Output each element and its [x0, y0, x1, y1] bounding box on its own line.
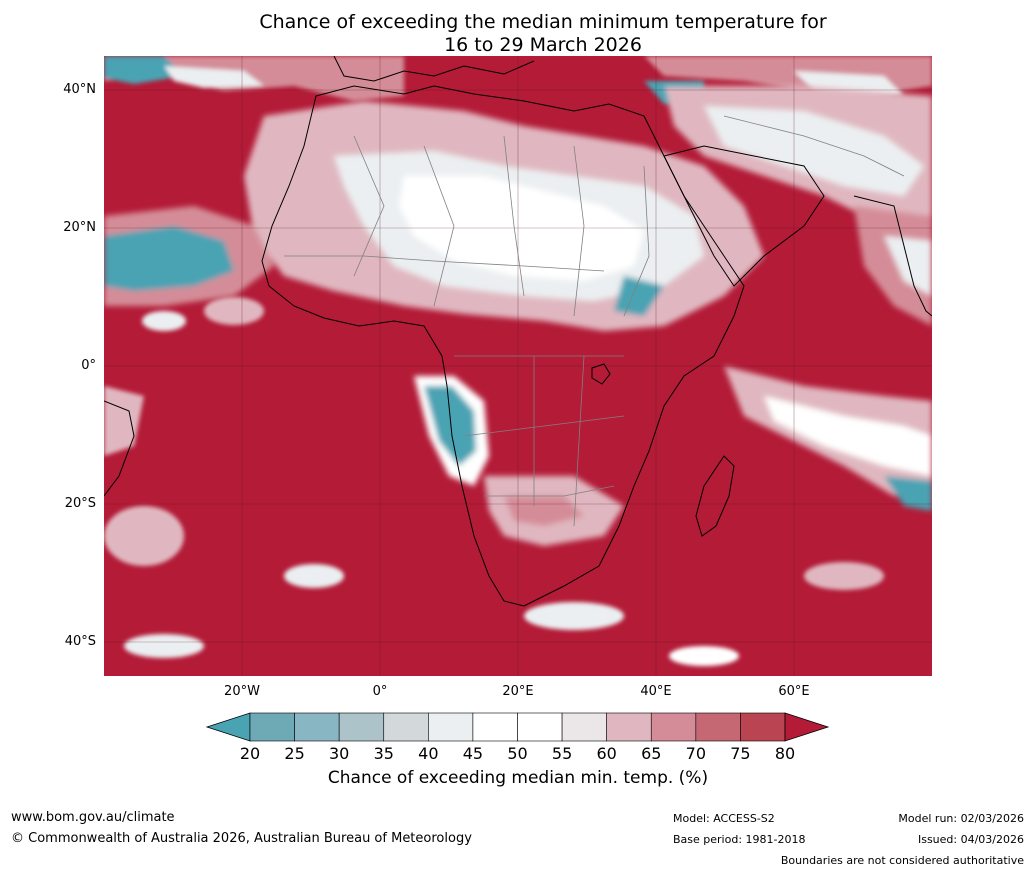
country-borders	[284, 115, 905, 527]
boundary-disclaimer: Boundaries are not considered authoritat…	[780, 854, 1024, 867]
colorbar-tick-label: 50	[507, 744, 528, 763]
lat-label-0: 0°	[81, 358, 96, 373]
copyright-notice: © Commonwealth of Australia 2026, Austra…	[11, 831, 472, 846]
colorbar-cell	[517, 712, 563, 742]
europe-coastline	[333, 56, 535, 82]
colorbar-tick-label: 75	[730, 744, 751, 763]
website-link[interactable]: www.bom.gov.au/climate	[11, 810, 175, 825]
colorbar-cell	[740, 712, 786, 742]
colorbar-tick-label: 45	[462, 744, 484, 763]
colorbar-cell	[606, 712, 652, 742]
colorbar-cell	[695, 712, 741, 742]
arabia-coastline	[663, 145, 825, 287]
colorbar-tick-label: 35	[373, 744, 394, 763]
model-name: Model: ACCESS-S2	[673, 812, 775, 825]
colorbar-under-arrow	[205, 712, 251, 742]
colorbar-cell	[650, 712, 697, 742]
colorbar-cell	[428, 712, 474, 742]
lat-label-20n: 20°N	[63, 220, 96, 235]
lat-label-20s: 20°S	[64, 496, 96, 511]
south-america-coastline	[104, 400, 135, 497]
lake-victoria	[591, 363, 611, 385]
lon-label-40e: 40°E	[640, 684, 672, 699]
colorbar-tick-label: 20	[239, 744, 261, 763]
graticule	[104, 56, 932, 676]
colorbar-tick-label: 70	[685, 744, 706, 763]
colorbar-tick-label: 65	[641, 744, 662, 763]
colorbar-tick-label: 25	[284, 744, 305, 763]
colorbar-cell	[383, 712, 429, 742]
colorbar-cell	[338, 712, 385, 742]
base-period: Base period: 1981-2018	[673, 833, 806, 846]
lon-label-20w: 20°W	[224, 684, 260, 699]
colorbar-cell	[294, 712, 340, 742]
colorbar-cell	[472, 712, 518, 742]
lon-label-20e: 20°E	[502, 684, 534, 699]
north-africa-region	[104, 101, 764, 331]
africa-coastline	[261, 85, 745, 607]
colorbar-tick-label: 55	[551, 744, 573, 763]
colorbar-tick-label: 30	[328, 744, 350, 763]
colorbar-over-arrow	[784, 712, 830, 742]
lat-label-40s: 40°S	[64, 634, 96, 649]
colorbar-tick-label: 60	[596, 744, 617, 763]
madagascar-coastline	[695, 455, 735, 537]
colorbar-cell	[249, 712, 295, 742]
middle-east-region	[664, 86, 932, 326]
lon-label-0: 0°	[372, 684, 388, 699]
lat-label-40n: 40°N	[63, 82, 96, 97]
lon-label-60e: 60°E	[778, 684, 810, 699]
model-run-date: Model run: 02/03/2026	[898, 812, 1024, 825]
colorbar-label: Chance of exceeding median min. temp. (%…	[327, 768, 709, 788]
colorbar-tick-label: 40	[418, 744, 439, 763]
probability-map	[104, 56, 932, 676]
colorbar-cell	[561, 712, 607, 742]
map-title-line-1: Chance of exceeding the median minimum t…	[259, 11, 827, 33]
colorbar-tick-label: 80	[774, 744, 796, 763]
map-title-line-2: 16 to 29 March 2026	[444, 34, 642, 56]
scattered-anomaly-patches	[104, 297, 884, 666]
map-canvas	[104, 56, 932, 676]
india-coastline	[853, 195, 932, 317]
indian-ocean-region	[724, 366, 932, 511]
coastlines	[104, 56, 932, 607]
issued-date: Issued: 04/03/2026	[917, 833, 1024, 846]
